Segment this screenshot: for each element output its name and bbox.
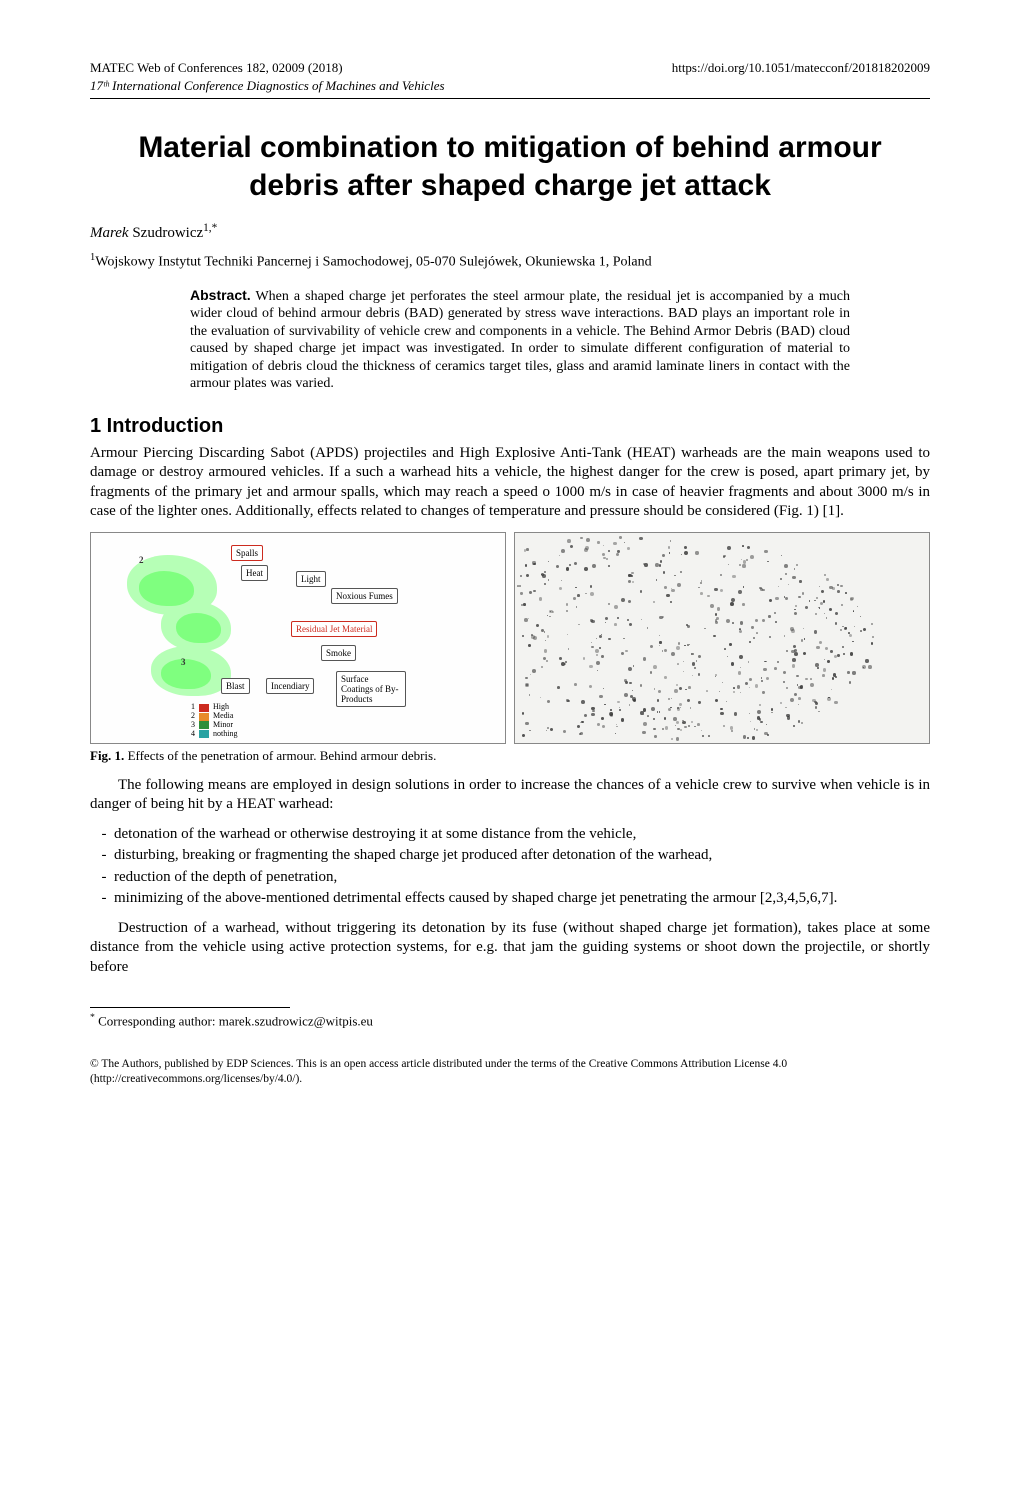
section-1-p3: Destruction of a warhead, without trigge… <box>90 919 930 978</box>
license-text: © The Authors, published by EDP Sciences… <box>90 1057 930 1086</box>
diagram-node-heat: Heat <box>241 565 268 581</box>
section-1-heading: 1 Introduction <box>90 415 930 438</box>
diagram-node-blast: Blast <box>221 678 250 694</box>
diagram-node-light: Light <box>296 571 326 587</box>
bullet-list: detonation of the warhead or otherwise d… <box>90 825 930 909</box>
affiliation: 1Wojskowy Instytut Techniki Pancernej i … <box>90 252 930 271</box>
author-first-name: Marek <box>90 225 129 241</box>
footnote-text: Corresponding author: marek.szudrowicz@w… <box>98 1013 373 1028</box>
author-sup: 1,* <box>203 222 217 234</box>
diagram-blob-inner-3 <box>161 659 211 689</box>
diagram-blob-inner-2 <box>176 613 221 643</box>
diagram-node-residual: Residual Jet Material <box>291 621 377 637</box>
figure-1: 2 3 Spalls Heat Light Noxious Fumes Resi… <box>90 532 930 744</box>
bullet-item: detonation of the warhead or otherwise d… <box>114 825 930 845</box>
footnote-marker: * <box>90 1012 95 1023</box>
abstract-text: When a shaped charge jet perforates the … <box>190 289 850 392</box>
figure-1-diagram-panel: 2 3 Spalls Heat Light Noxious Fumes Resi… <box>90 532 506 744</box>
diagram-node-incendiary: Incendiary <box>266 678 314 694</box>
diagram-node-noxious: Noxious Fumes <box>331 588 398 604</box>
abstract-label: Abstract. <box>190 287 251 303</box>
bullet-item: reduction of the depth of penetration, <box>114 868 930 888</box>
diagram-node-spalls: Spalls <box>231 545 263 561</box>
header-left: MATEC Web of Conferences 182, 02009 (201… <box>90 60 343 76</box>
figure-1-caption-text: Effects of the penetration of armour. Be… <box>128 748 437 763</box>
header-rule <box>90 98 930 99</box>
author-last-name: Szudrowicz <box>132 225 203 241</box>
paper-title: Material combination to mitigation of be… <box>130 129 890 204</box>
affiliation-text: Wojskowy Instytut Techniki Pancernej i S… <box>95 255 651 270</box>
bullet-item: disturbing, breaking or fragmenting the … <box>114 846 930 866</box>
diagram-node-smoke: Smoke <box>321 645 356 661</box>
footnote: * Corresponding author: marek.szudrowicz… <box>90 1012 930 1029</box>
diagram-node-surface: Surface Coatings of By-Products <box>336 671 406 707</box>
footnote-rule <box>90 1007 290 1008</box>
abstract: Abstract. When a shaped charge jet perfo… <box>190 287 850 393</box>
diagram-num-2: 2 <box>139 555 144 565</box>
bullet-item: minimizing of the above-mentioned detrim… <box>114 889 930 909</box>
legend-row: 4nothing <box>191 730 237 739</box>
diagram-legend: 1High 2Media 3Minor 4nothing <box>191 703 237 738</box>
diagram-blob-outer <box>121 551 231 711</box>
header-conference: 17ᵗʰ International Conference Diagnostic… <box>90 78 930 94</box>
figure-1-caption-label: Fig. 1. <box>90 748 124 763</box>
diagram-num-3: 3 <box>181 657 186 667</box>
section-1-p2: The following means are employed in desi… <box>90 776 930 815</box>
header-doi: https://doi.org/10.1051/matecconf/201818… <box>672 60 930 76</box>
figure-1-photo-panel <box>514 532 930 744</box>
figure-1-caption: Fig. 1. Effects of the penetration of ar… <box>90 748 930 764</box>
author-line: Marek Szudrowicz1,* <box>90 222 930 242</box>
section-1-p1: Armour Piercing Discarding Sabot (APDS) … <box>90 444 930 522</box>
